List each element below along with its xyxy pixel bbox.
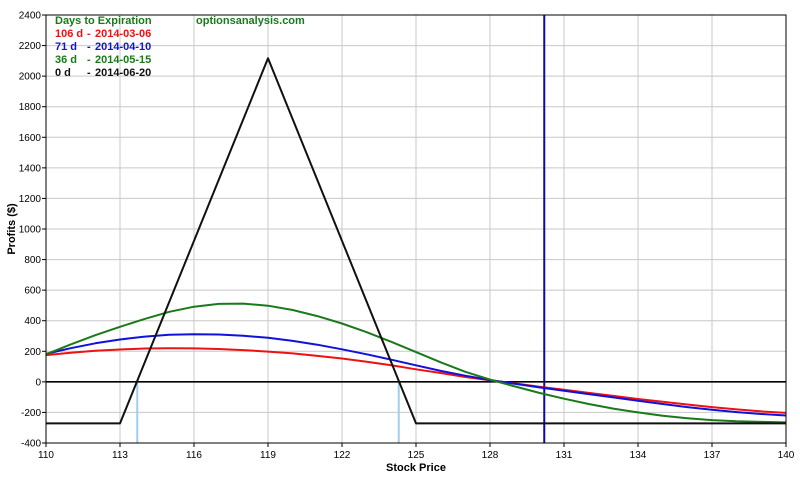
x-tick-label: 128 — [482, 450, 499, 461]
legend-days-2: 36 d — [55, 54, 77, 66]
x-tick-label: 131 — [556, 450, 573, 461]
watermark-text: optionsanalysis.com — [196, 15, 305, 27]
y-tick-label: 600 — [24, 286, 41, 297]
x-tick-label: 122 — [334, 450, 351, 461]
x-tick-label: 119 — [260, 450, 276, 461]
x-tick-label: 116 — [186, 450, 202, 461]
y-tick-label: 200 — [24, 347, 41, 358]
y-tick-label: 1000 — [19, 225, 42, 236]
series-line-36d — [45, 302, 787, 424]
series-lines — [45, 57, 787, 425]
legend-date-2: 2014-05-15 — [95, 54, 151, 66]
y-axis-ticks: -400 -200 0 200 400 600 800 1000 1200 1400 1600 180… — [19, 11, 46, 450]
y-axis-label: Profits ($) — [6, 203, 18, 255]
legend-date-3: 2014-06-20 — [95, 67, 151, 79]
legend: Days to Expiration optionsanalysis.com 1… — [55, 15, 305, 79]
x-tick-label: 113 — [112, 450, 128, 461]
y-tick-label: 2000 — [19, 72, 42, 83]
x-tick-label: 137 — [704, 450, 721, 461]
y-tick-label: 2400 — [19, 11, 42, 22]
x-tick-label: 110 — [38, 450, 54, 461]
legend-date-1: 2014-04-10 — [95, 41, 151, 53]
y-tick-label: 1200 — [19, 194, 42, 205]
y-tick-label: 1600 — [19, 133, 42, 144]
legend-days-3: 0 d — [55, 67, 71, 79]
legend-sep-1: - — [87, 41, 91, 53]
legend-sep-0: - — [87, 28, 91, 40]
legend-days-0: 106 d — [55, 28, 83, 40]
y-tick-label: -400 — [21, 439, 41, 450]
legend-sep-3: - — [87, 67, 91, 79]
y-tick-label: 1400 — [19, 163, 42, 174]
y-tick-label: 400 — [24, 316, 41, 327]
series-line-0d — [46, 57, 786, 425]
x-axis-ticks: 110 113 116 119 122 125 128 131 134 137 140 — [38, 443, 795, 461]
y-tick-label: 2200 — [19, 41, 42, 52]
series-line-71d — [45, 333, 787, 417]
legend-sep-2: - — [87, 54, 91, 66]
x-tick-label: 140 — [778, 450, 795, 461]
y-tick-label: 800 — [24, 255, 41, 266]
legend-heading: Days to Expiration — [55, 15, 152, 27]
series-line-106d — [45, 347, 787, 414]
reference-lines — [46, 15, 786, 443]
x-tick-label: 125 — [408, 450, 425, 461]
y-tick-label: 1800 — [19, 102, 42, 113]
legend-date-0: 2014-03-06 — [95, 28, 151, 40]
legend-days-1: 71 d — [55, 41, 77, 53]
y-tick-label: -200 — [21, 408, 41, 419]
x-axis-label: Stock Price — [386, 462, 446, 474]
y-tick-label: 0 — [35, 377, 41, 388]
x-tick-label: 134 — [630, 450, 647, 461]
